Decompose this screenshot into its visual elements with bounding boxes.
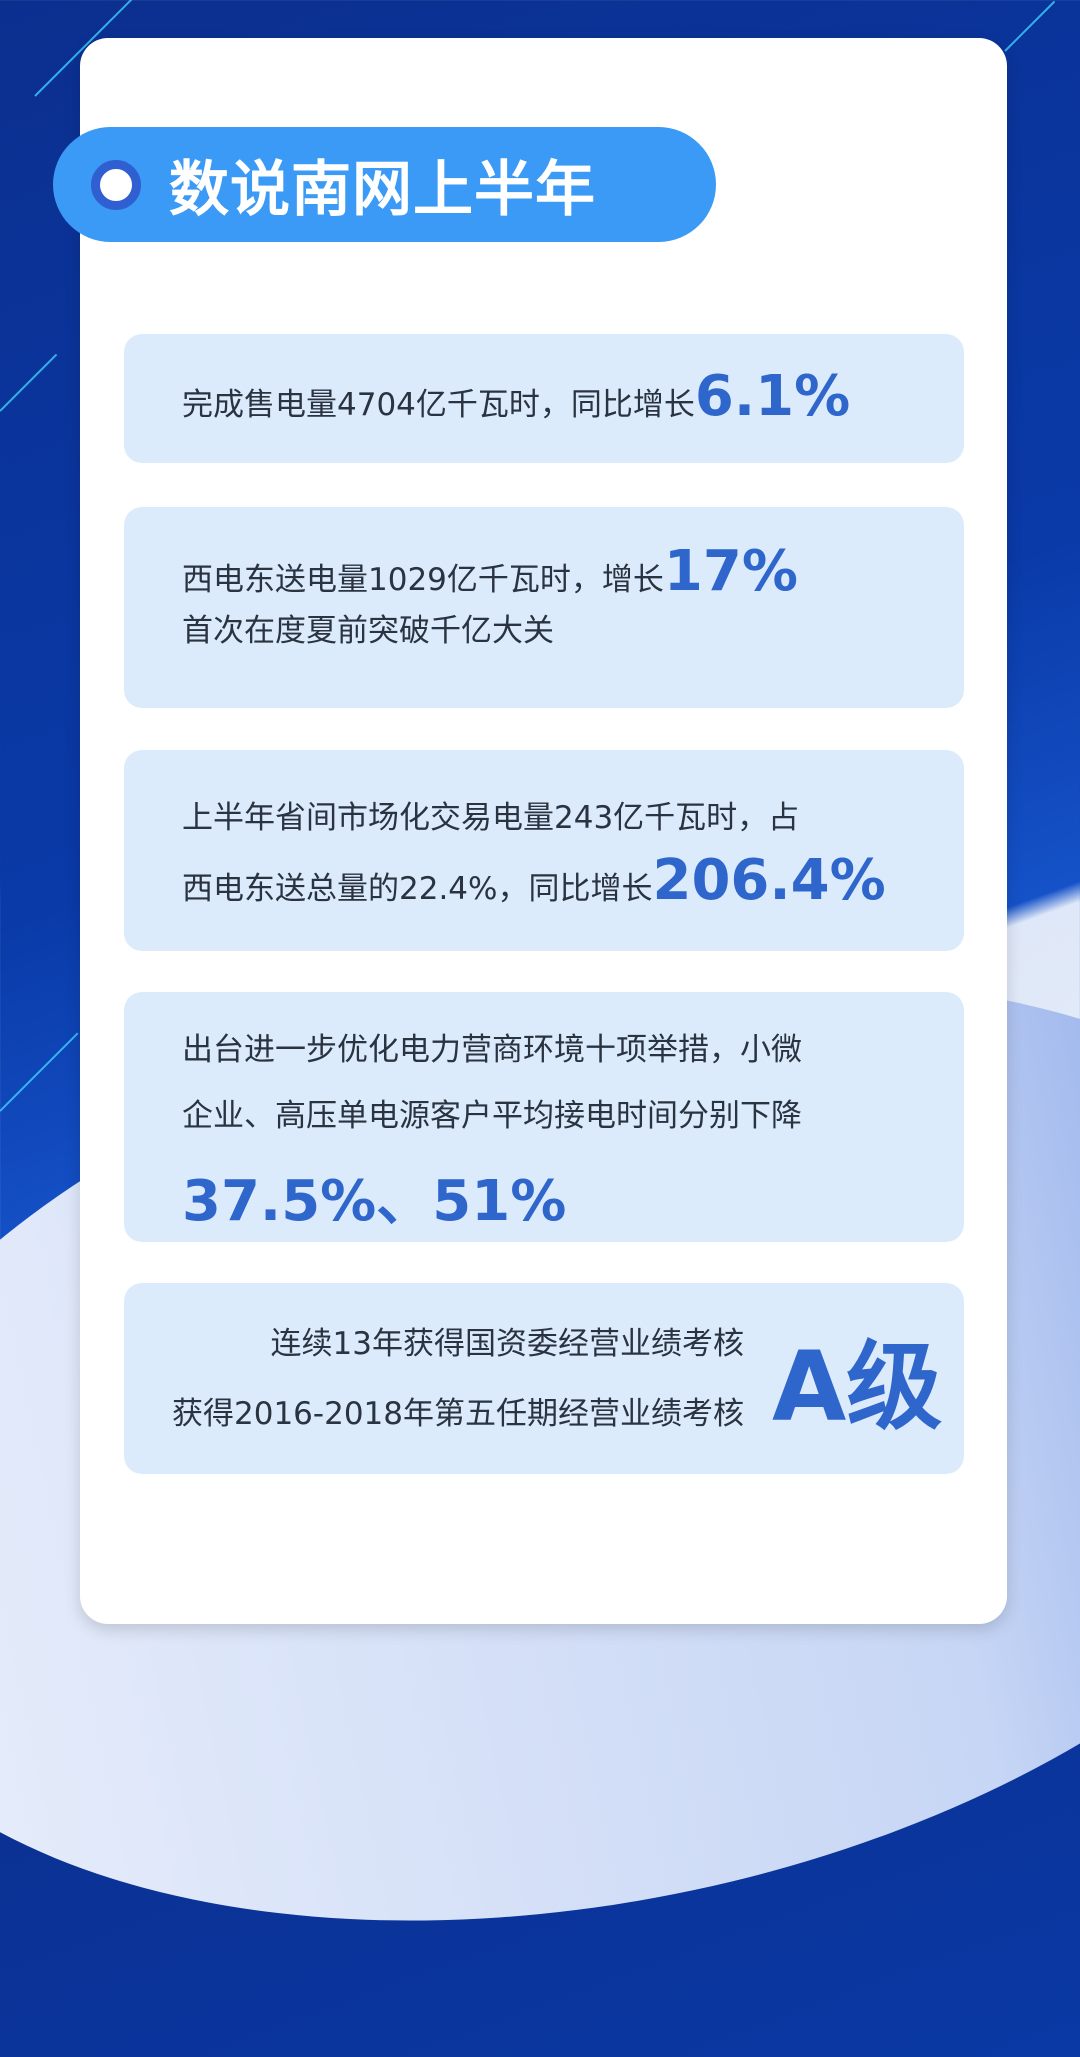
stat-text: 首次在度夏前突破千亿大关: [182, 613, 554, 649]
stat-text: 企业、高压单电源客户平均接电时间分别下降: [182, 1098, 802, 1134]
stat-text: 西电东送总量的22.4%，同比增长: [182, 871, 653, 907]
decor-line: [0, 353, 58, 412]
title-banner: 数说南网上半年: [53, 127, 716, 242]
stat-card-sales: 完成售电量4704亿千瓦时，同比增长 6.1%: [124, 334, 964, 463]
stat-text: 西电东送电量1029亿千瓦时，增长: [182, 562, 664, 598]
page-title: 数说南网上半年: [169, 155, 596, 225]
circle-icon: [91, 159, 141, 210]
stat-highlight: 37.5%、51%: [182, 1169, 567, 1234]
decor-line: [0, 1032, 79, 1112]
stat-text: 完成售电量4704亿千瓦时，同比增长: [182, 387, 695, 423]
stat-text: 连续13年获得国资委经营业绩考核: [270, 1325, 744, 1362]
rating-text: 连续13年获得国资委经营业绩考核 获得2016-2018年第五任期经营业绩考核: [154, 1309, 744, 1449]
stat-highlight: 17%: [663, 539, 798, 604]
stat-card-business: 出台进一步优化电力营商环境十项举措，小微 企业、高压单电源客户平均接电时间分别下…: [124, 992, 964, 1242]
stat-highlight: 206.4%: [652, 848, 886, 913]
stat-text: 上半年省间市场化交易电量243亿千瓦时，占: [182, 800, 800, 836]
stat-text: 出台进一步优化电力营商环境十项举措，小微: [182, 1032, 802, 1068]
rating-highlight: A级: [772, 1331, 943, 1443]
stat-highlight: 6.1%: [694, 364, 851, 429]
stat-card-rating: 连续13年获得国资委经营业绩考核 获得2016-2018年第五任期经营业绩考核 …: [124, 1283, 964, 1474]
stat-card-west-east: 西电东送电量1029亿千瓦时，增长 17% 首次在度夏前突破千亿大关: [124, 507, 964, 708]
stat-text: 获得2016-2018年第五任期经营业绩考核: [172, 1395, 744, 1432]
stat-card-market: 上半年省间市场化交易电量243亿千瓦时，占 西电东送总量的22.4%，同比增长 2…: [124, 750, 964, 951]
decor-line: [1004, 0, 1056, 52]
